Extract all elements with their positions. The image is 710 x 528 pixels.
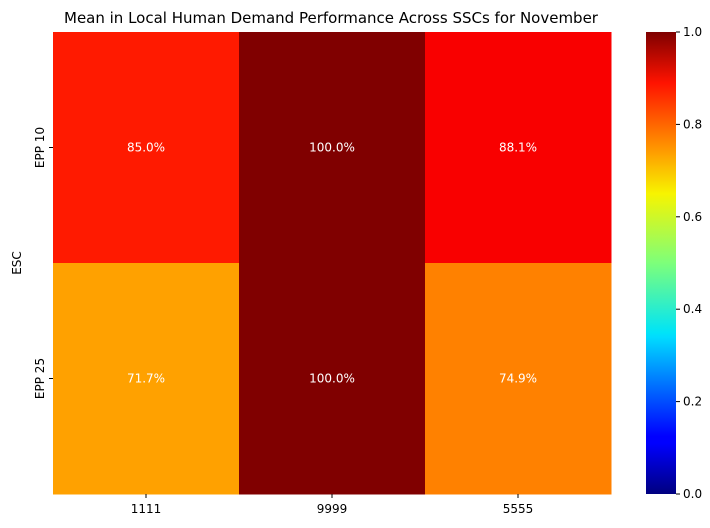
y-axis-label: ESC [10, 251, 24, 275]
y-tick-label: EPP 10 [33, 127, 47, 168]
chart-title: Mean in Local Human Demand Performance A… [64, 9, 599, 27]
cell-value-label: 71.7% [127, 372, 165, 386]
heatmap-cell [239, 263, 426, 495]
colorbar-ticks: 0.0 0.2 0.4 0.6 0.8 1.0 [676, 25, 702, 501]
colorbar-tick-label: 0.0 [683, 487, 702, 501]
y-tick-label: EPP 25 [33, 358, 47, 399]
x-tick-label: 1111 [131, 502, 162, 516]
cell-value-label: 85.0% [127, 141, 165, 155]
heatmap-cell-labels: 85.0% 100.0% 88.1% 71.7% 100.0% 74.9% [127, 141, 537, 386]
heatmap-cells [53, 32, 612, 495]
colorbar-tick-label: 0.6 [683, 210, 702, 224]
cell-value-label: 100.0% [309, 141, 355, 155]
cell-value-label: 88.1% [499, 141, 537, 155]
heatmap-cell [239, 32, 426, 264]
x-tick-label: 9999 [317, 502, 348, 516]
y-axis-ticks: EPP 10 EPP 25 [33, 127, 53, 399]
x-axis-ticks: 1111 9999 5555 [131, 494, 534, 516]
heatmap-cell [425, 263, 612, 495]
colorbar-tick-label: 0.8 [683, 117, 702, 131]
colorbar-tick-label: 0.2 [683, 395, 702, 409]
colorbar-tick-label: 0.4 [683, 302, 702, 316]
heatmap-cell [53, 263, 240, 495]
colorbar [646, 32, 676, 494]
cell-value-label: 74.9% [499, 372, 537, 386]
x-tick-label: 5555 [503, 502, 534, 516]
heatmap-cell [53, 32, 240, 264]
colorbar-tick-label: 1.0 [683, 25, 702, 39]
cell-value-label: 100.0% [309, 372, 355, 386]
heatmap-cell [425, 32, 612, 264]
